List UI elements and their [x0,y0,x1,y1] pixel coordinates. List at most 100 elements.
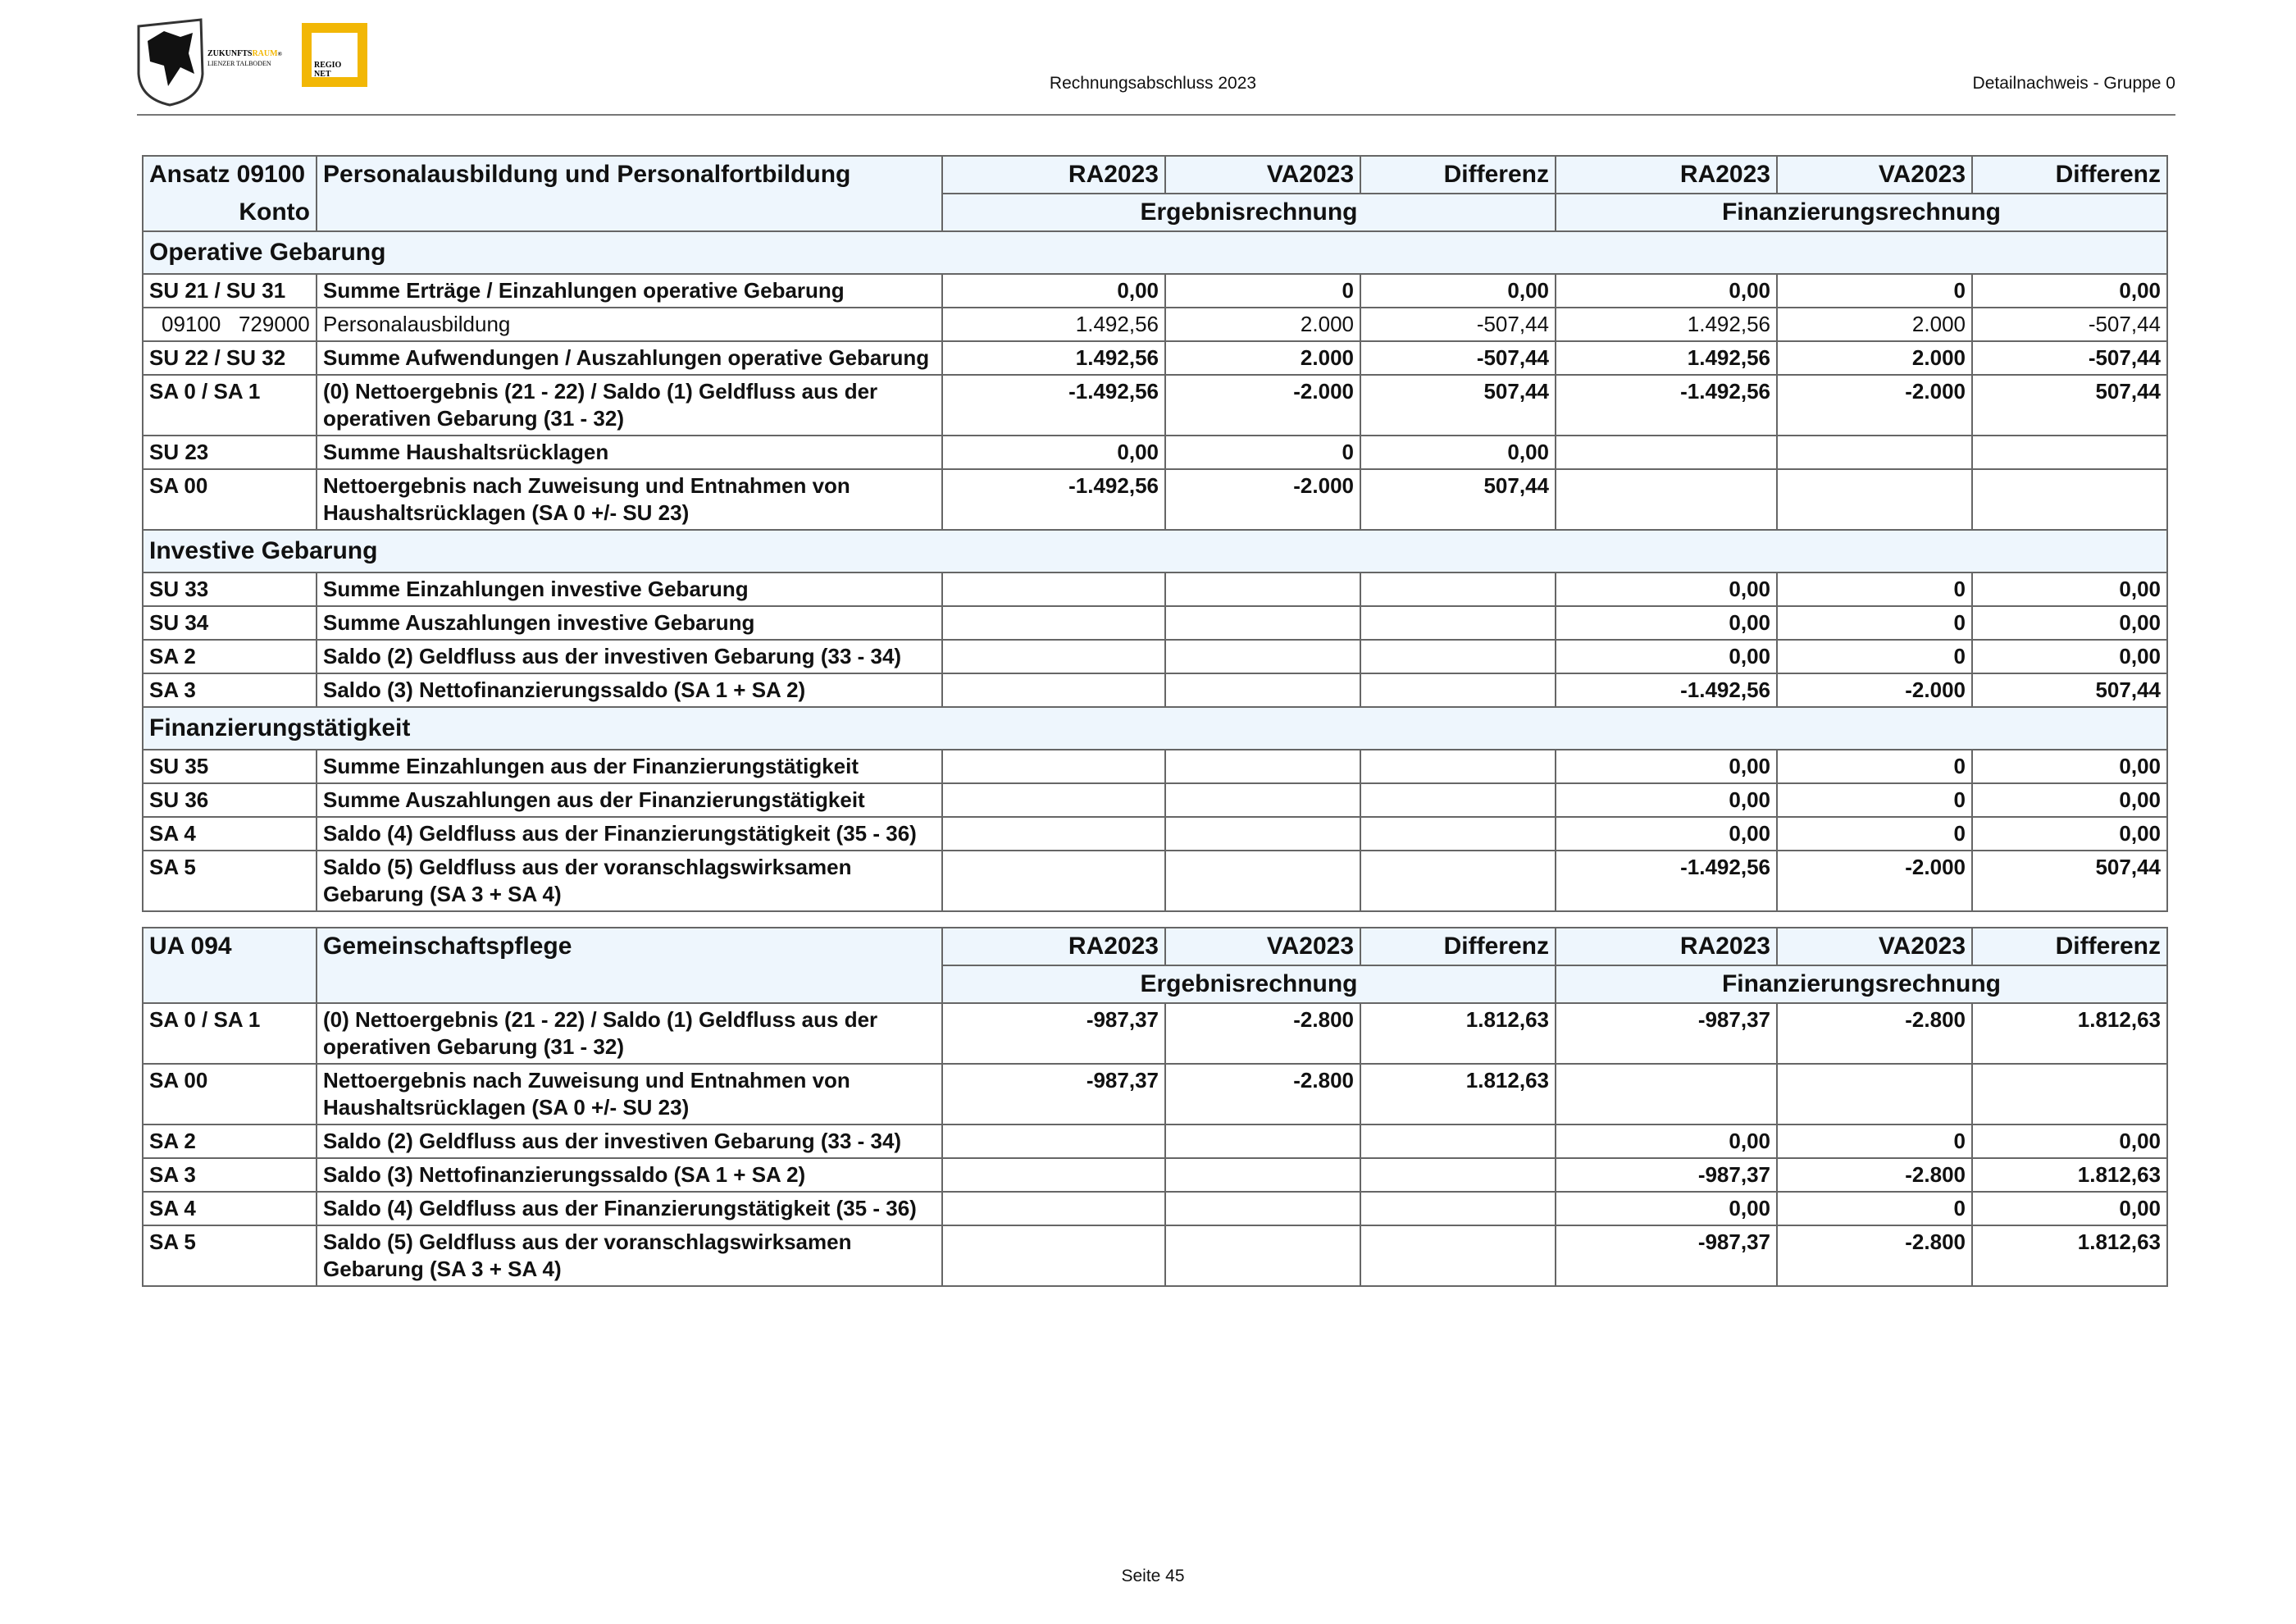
data-row: SA 00 Nettoergebnis nach Zuweisung und En… [142,468,2168,531]
group-header: Finanzierungsrechnung [1555,193,2168,232]
row-code: SA 5 [142,850,317,912]
row-value [1164,639,1361,674]
data-row: SU 34 Summe Auszahlungen investive Gebaru… [142,605,2168,641]
row-value [941,639,1166,674]
row-value: 0 [1776,605,1973,641]
row-value [1555,468,1778,531]
row-code: SA 5 [142,1225,317,1287]
row-value: -2.000 [1164,374,1361,436]
data-row: SA 5 Saldo (5) Geldfluss aus der voransch… [142,1225,2168,1287]
row-label: Saldo (4) Geldfluss aus der Finanzierung… [316,816,943,851]
row-label: Summe Einzahlungen investive Gebarung [316,572,943,607]
row-value [1360,782,1556,818]
row-value: 0,00 [1555,782,1778,818]
data-row: SA 0 / SA 1 (0) Nettoergebnis (21 - 22) /… [142,1002,2168,1065]
column-header: RA2023 [1555,927,1778,966]
row-label: Saldo (4) Geldfluss aus der Finanzierung… [316,1191,943,1226]
row-code: SA 0 / SA 1 [142,1002,317,1065]
row-value [1360,749,1556,784]
logo-regio: REGIO [314,61,342,70]
data-row: SU 22 / SU 32 Summe Aufwendungen / Auszah… [142,340,2168,376]
row-value: 0,00 [1971,1124,2168,1159]
row-value: -507,44 [1360,340,1556,376]
row-value [1164,673,1361,708]
row-value: 0 [1164,435,1361,470]
row-value: 0,00 [941,435,1166,470]
row-label: Saldo (3) Nettofinanzierungssaldo (SA 1 … [316,1157,943,1193]
row-value: 0,00 [1971,572,2168,607]
header-subtitle: Detailnachweis - Gruppe 0 [1972,74,2175,93]
data-row: SA 4 Saldo (4) Geldfluss aus der Finanzie… [142,816,2168,851]
row-value: -507,44 [1971,340,2168,376]
row-label: (0) Nettoergebnis (21 - 22) / Saldo (1) … [316,374,943,436]
row-value: -1.492,56 [1555,850,1778,912]
row-value: 0,00 [1971,1191,2168,1226]
id-cell: UA 094 [142,927,317,1004]
id-label: UA 094 [149,933,232,960]
row-value [1164,1225,1361,1287]
row-value [1360,1225,1556,1287]
row-label: Summe Auszahlungen investive Gebarung [316,605,943,641]
data-row: SU 36 Summe Auszahlungen aus der Finanzie… [142,782,2168,818]
row-value: 0,00 [1555,1191,1778,1226]
column-header: VA2023 [1776,155,1973,194]
column-header: Differenz [1971,155,2168,194]
row-value [941,782,1166,818]
row-value [1360,1157,1556,1193]
row-value [1776,468,1973,531]
logo-emblem [148,31,194,86]
row-label: Saldo (3) Nettofinanzierungssaldo (SA 1 … [316,673,943,708]
row-code: SA 2 [142,1124,317,1159]
row-value [1164,572,1361,607]
row-value [1360,850,1556,912]
row-value: -2.000 [1776,673,1973,708]
row-value: 0,00 [1971,639,2168,674]
row-value: 0,00 [1555,273,1778,308]
row-value: -1.492,56 [941,374,1166,436]
id-label: Ansatz 09100 [149,161,306,188]
row-value: -2.800 [1776,1157,1973,1193]
row-value: 0,00 [1971,273,2168,308]
logo: ZUKUNFTSRAUM® LIENZER TALBODEN REGIO NET [137,18,367,107]
data-row: SA 00 Nettoergebnis nach Zuweisung und En… [142,1063,2168,1125]
row-value: 507,44 [1360,468,1556,531]
id-cell: Ansatz 09100 Konto [142,155,317,232]
row-code: SU 35 [142,749,317,784]
row-value: 0,00 [1555,749,1778,784]
row-value: -2.800 [1776,1002,1973,1065]
row-value: 0 [1776,639,1973,674]
data-table: UA 094 Gemeinschaftspflege RA2023 VA2023 Dif… [142,927,2168,1287]
data-row: SU 23 Summe Haushaltsrücklagen 0,00 0 0,00 [142,435,2168,470]
row-value: 0 [1776,572,1973,607]
row-code: SA 3 [142,1157,317,1193]
row-value: 0,00 [941,273,1166,308]
row-value: 0,00 [1971,749,2168,784]
row-value: 0,00 [1971,782,2168,818]
row-label: Summe Auszahlungen aus der Finanzierungs… [316,782,943,818]
row-value [1971,435,2168,470]
row-value: 2.000 [1776,340,1973,376]
row-value: -987,37 [1555,1225,1778,1287]
group-header: Ergebnisrechnung [941,193,1556,232]
row-value: 507,44 [1360,374,1556,436]
column-header: RA2023 [1555,155,1778,194]
section-row: Operative Gebarung [142,230,2168,275]
row-value: 507,44 [1971,673,2168,708]
header-title: Rechnungsabschluss 2023 [1049,74,1257,93]
column-header: Differenz [1971,927,2168,966]
row-value: 2.000 [1776,307,1973,342]
row-code: SA 4 [142,816,317,851]
row-value: -1.492,56 [1555,673,1778,708]
row-value: 0 [1776,1124,1973,1159]
table-name: Gemeinschaftspflege [316,927,943,1004]
row-value [941,816,1166,851]
row-code: SU 34 [142,605,317,641]
row-value [941,1157,1166,1193]
row-value: -507,44 [1971,307,2168,342]
row-code: SU 21 / SU 31 [142,273,317,308]
row-value: 0,00 [1555,605,1778,641]
row-value: 1.812,63 [1971,1002,2168,1065]
row-code: SU 23 [142,435,317,470]
row-value: -2.800 [1164,1063,1361,1125]
